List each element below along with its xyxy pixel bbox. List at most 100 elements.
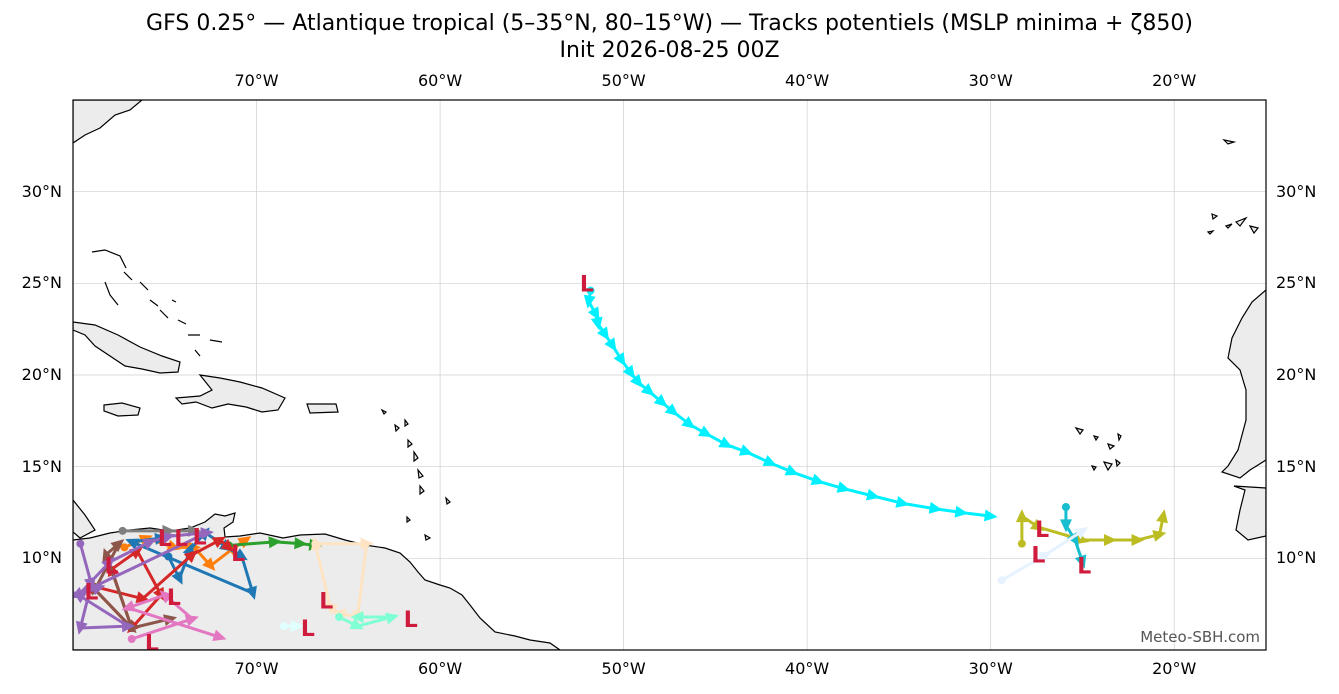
low-pressure-label: L [158, 527, 172, 552]
lat-tick-label-right: 10°N [1276, 548, 1317, 568]
track-step-marker [220, 538, 235, 552]
canary-islands [1206, 139, 1260, 235]
low-pressure-label: L [84, 580, 98, 605]
lon-tick-label-top: 20°W [1152, 71, 1197, 90]
map-subtitle: Init 2026-08-25 00Z [559, 38, 780, 63]
track-step-marker [653, 394, 668, 408]
lon-tick-label-bottom: 60°W [417, 659, 463, 678]
track-step-marker [738, 444, 754, 456]
low-pressure-label: L [174, 527, 188, 552]
track-step-marker [1103, 534, 1117, 546]
track-line [338, 615, 394, 628]
track-step-marker [160, 532, 176, 544]
track-step-marker [1015, 509, 1028, 523]
track-start-point [127, 635, 136, 643]
track-step-marker [640, 383, 655, 396]
track-step-marker [184, 615, 199, 627]
low-pressure-label: L [105, 555, 119, 580]
low-pressure-label: L [167, 586, 181, 611]
track-start-point [997, 576, 1006, 585]
track-step-marker [121, 620, 136, 633]
lat-tick-label-right: 30°N [1276, 181, 1317, 201]
track-step-marker [681, 416, 696, 429]
track-step-marker [784, 464, 799, 476]
lat-tick-label-left: 25°N [21, 273, 62, 293]
track-step-marker [622, 364, 636, 379]
track-step-marker [91, 583, 106, 596]
track-step-marker [171, 570, 183, 585]
credit-label: Meteo-SBH.com [1140, 628, 1260, 646]
lon-tick-label-top: 70°W [234, 71, 279, 90]
track-step-marker [604, 337, 617, 352]
cuba-land [73, 321, 181, 374]
track-step-marker [587, 306, 600, 321]
lon-tick-label-top: 30°W [968, 71, 1013, 90]
track-step-marker [385, 612, 400, 625]
bahamas-islands [91, 249, 223, 357]
track-step-marker [310, 536, 323, 551]
low-pressure-label: L [580, 272, 594, 297]
lon-tick-label-bottom: 40°W [785, 659, 830, 678]
track-step-marker [590, 316, 603, 331]
track-step-marker [629, 373, 643, 388]
track-step-marker [810, 473, 825, 485]
track-step-marker [349, 618, 364, 630]
track-step-marker [233, 548, 248, 561]
lat-tick-label-left: 10°N [21, 548, 62, 568]
track-step-marker [324, 601, 339, 615]
track-step-marker [1074, 554, 1087, 569]
track-step-marker [928, 501, 943, 514]
track-start-point [120, 543, 129, 552]
lon-tick-label-bottom: 70°W [234, 659, 279, 678]
track-step-marker [613, 352, 626, 367]
low-pressure-label: L [231, 542, 245, 567]
low-pressure-label: L [1031, 544, 1045, 569]
track-step-marker [110, 539, 125, 553]
track-start-point [335, 613, 344, 621]
lat-tick-label-right: 20°N [1276, 365, 1317, 384]
lat-tick-label-left: 30°N [21, 181, 62, 201]
lon-tick-label-bottom: 50°W [601, 659, 646, 678]
lat-tick-label-left: 15°N [21, 456, 62, 476]
track-step-marker [212, 629, 227, 642]
track-step-marker [1152, 530, 1167, 542]
track-line [313, 542, 369, 619]
lon-tick-label-top: 40°W [785, 71, 830, 90]
track-step-marker [1059, 519, 1072, 533]
florida-land [73, 100, 143, 144]
lesser-antilles [380, 408, 451, 541]
track-step-marker [75, 620, 88, 635]
track-step-marker [1131, 534, 1145, 546]
track-step-marker [762, 455, 777, 466]
track-step-marker [183, 550, 198, 564]
track-start-point [586, 286, 595, 295]
track-step-marker [596, 326, 610, 341]
track-step-marker [895, 496, 910, 508]
track-line [228, 540, 316, 547]
cape-verde-islands [1074, 426, 1122, 472]
south-america-land [73, 512, 562, 650]
low-pressure-label: L [404, 608, 418, 633]
track-step-marker [954, 505, 969, 518]
track-start-point [118, 526, 127, 535]
track-step-marker [360, 537, 374, 550]
track-step-marker [1037, 551, 1052, 563]
track-line [1064, 507, 1084, 563]
track-start-point [280, 622, 289, 631]
puerto-rico-land [306, 403, 339, 414]
lat-tick-label-right: 15°N [1276, 456, 1317, 476]
track-start-point [1017, 539, 1026, 548]
gridlines [73, 100, 1266, 650]
lon-tick-label-top: 50°W [601, 71, 646, 90]
low-pressure-label: L [145, 632, 159, 657]
track-step-marker [350, 611, 364, 623]
track-step-marker [101, 556, 115, 571]
track-start-point [164, 552, 173, 561]
track-step-marker [121, 600, 136, 612]
lon-tick-label-top: 60°W [417, 71, 463, 90]
track-step-marker [142, 538, 157, 550]
low-pressure-label: L [301, 617, 315, 642]
low-pressure-label: L [1035, 518, 1049, 543]
